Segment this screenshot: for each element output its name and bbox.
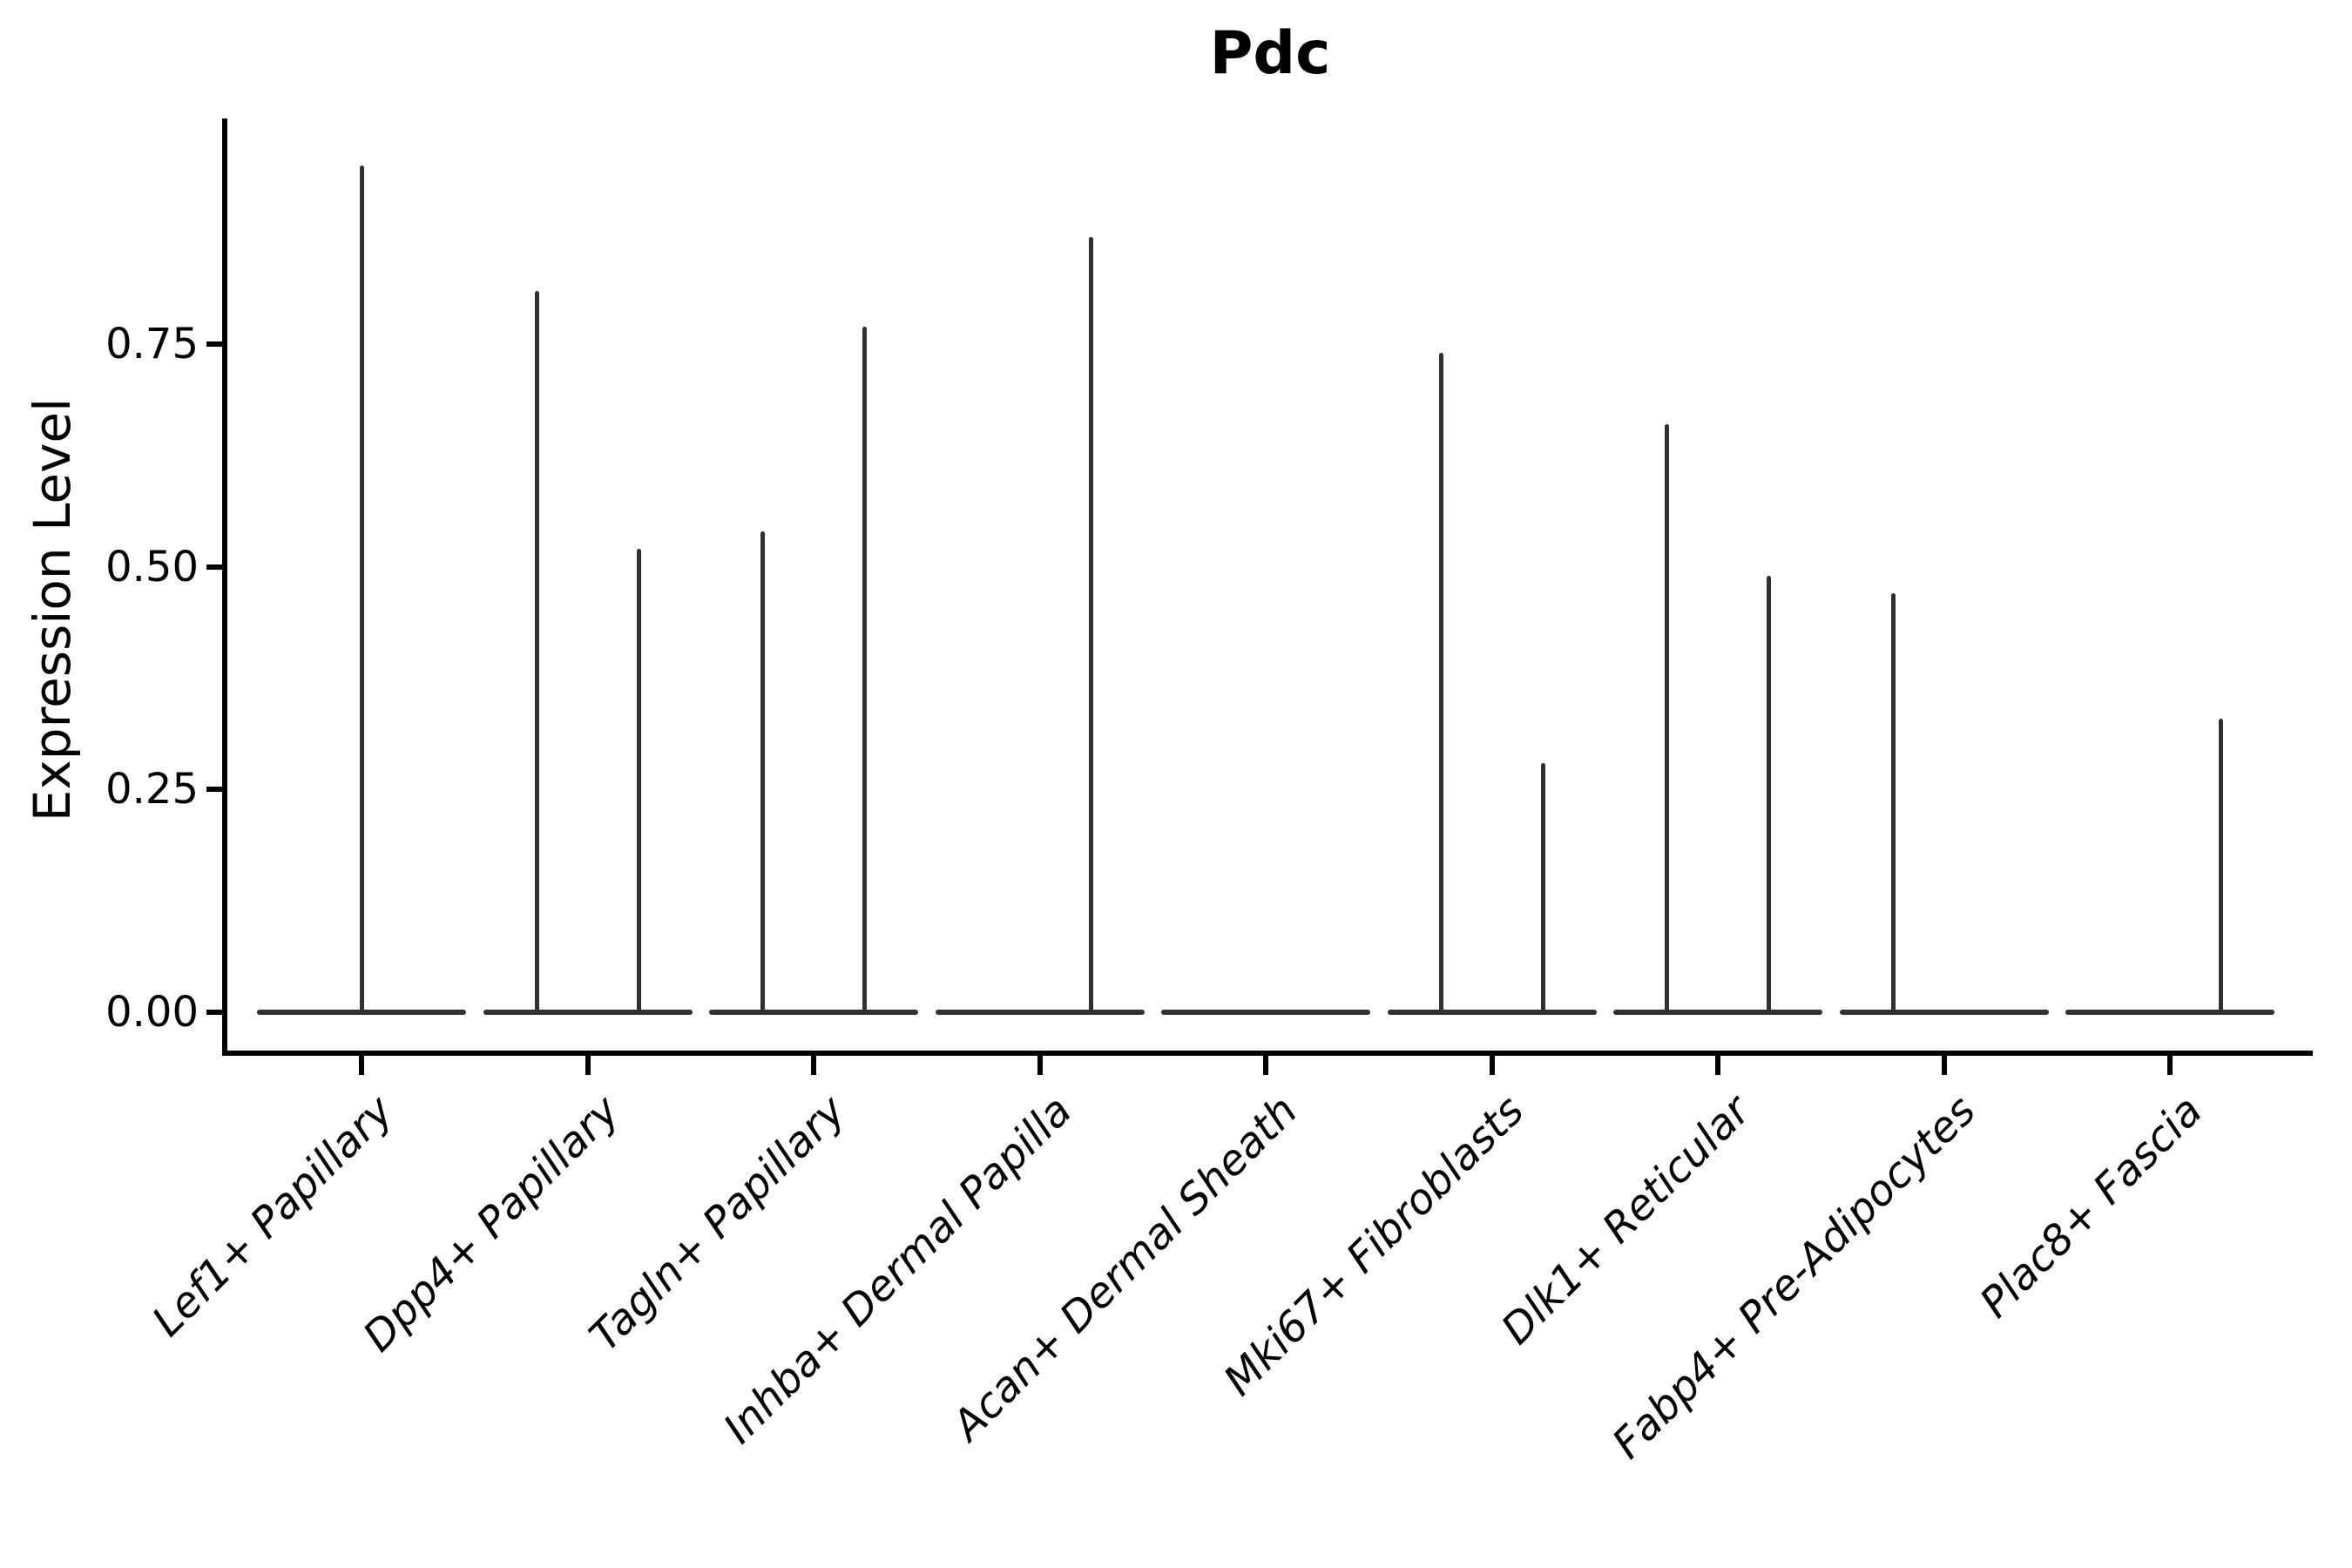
- x-axis-spine: [222, 1051, 2313, 1056]
- x-tick-mark: [1941, 1056, 1947, 1075]
- y-tick-mark: [206, 787, 222, 793]
- violin-density-spike: [1438, 353, 1443, 1015]
- x-tick-mark: [2167, 1056, 2173, 1075]
- x-tick-label: Dlk1+ Reticular: [1491, 1086, 1760, 1355]
- y-tick-label: 0.75: [105, 319, 199, 368]
- y-tick-label: 0.25: [105, 765, 199, 814]
- violin-density-spike: [1890, 593, 1896, 1015]
- x-tick-label: Fabp4+ Pre-Adipocytes: [1603, 1086, 1986, 1469]
- x-tick-mark: [1715, 1056, 1720, 1075]
- violin-density-spike: [359, 166, 364, 1015]
- violin-density-spike: [2219, 718, 2223, 1015]
- x-tick-mark: [359, 1056, 364, 1075]
- y-axis-title: Expression Level: [23, 397, 82, 822]
- violin-density-spike: [534, 290, 539, 1015]
- violin-zero-body: [709, 1010, 918, 1015]
- violin-density-spike: [1088, 237, 1093, 1015]
- violin-density-spike: [1767, 575, 1771, 1015]
- y-tick-mark: [206, 1010, 222, 1015]
- violin-density-spike: [862, 326, 867, 1015]
- x-tick-mark: [811, 1056, 816, 1075]
- violin-zero-body: [935, 1010, 1145, 1015]
- violin-zero-body: [1839, 1010, 2049, 1015]
- y-tick-mark: [206, 564, 222, 570]
- violin-zero-body: [1613, 1010, 1822, 1015]
- violin-zero-body: [1161, 1010, 1370, 1015]
- violin-zero-body: [2065, 1010, 2274, 1015]
- y-tick-label: 0.00: [105, 988, 199, 1037]
- x-tick-label: Plac8+ Fascia: [1970, 1086, 2212, 1328]
- x-tick-label: Lef1+ Papillary: [143, 1086, 403, 1347]
- violin-zero-body: [1387, 1010, 1597, 1015]
- violin-density-spike: [760, 531, 765, 1015]
- chart-title: Pdc: [1209, 19, 1331, 88]
- violin-density-spike: [1665, 424, 1669, 1015]
- violin-zero-body: [483, 1010, 693, 1015]
- y-axis-spine: [222, 118, 227, 1056]
- violin-density-spike: [636, 549, 641, 1015]
- violin-density-spike: [1540, 762, 1545, 1015]
- y-tick-mark: [206, 341, 222, 347]
- x-tick-mark: [1037, 1056, 1043, 1075]
- x-tick-mark: [1489, 1056, 1495, 1075]
- y-tick-label: 0.50: [105, 542, 199, 591]
- x-tick-mark: [585, 1056, 591, 1075]
- x-tick-mark: [1263, 1056, 1268, 1075]
